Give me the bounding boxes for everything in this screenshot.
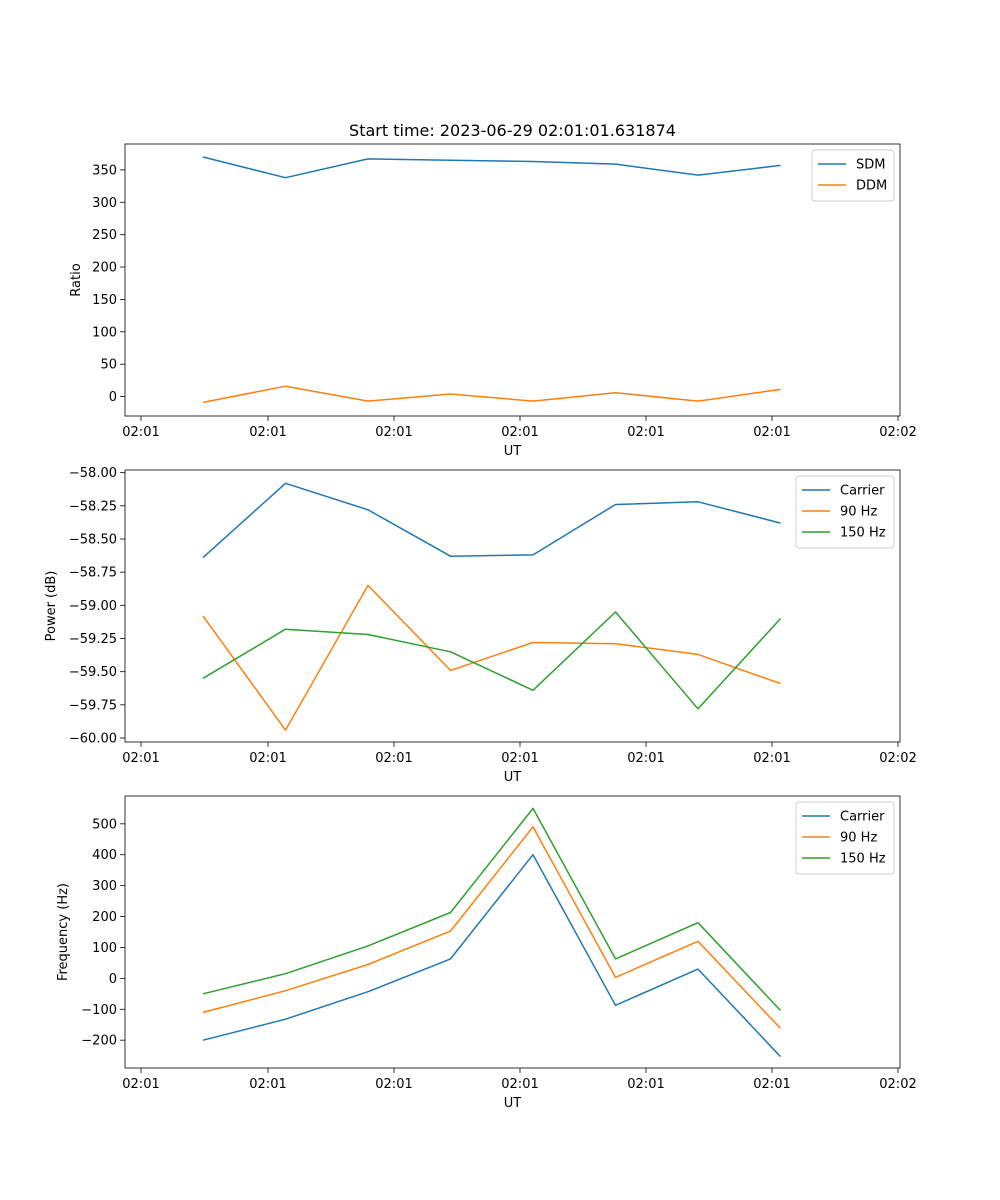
chart-1-y-tick-label-8: 350 (92, 163, 117, 178)
chart-1-x-tick-label-4: 02:01 (501, 425, 538, 440)
chart-3-series-line-1 (202, 853, 782, 1058)
chart-2-y-tick-label-7: −58.50 (69, 532, 117, 547)
chart-3-x-tick-label-2: 02:01 (249, 1077, 286, 1092)
chart-3-plot-area (125, 796, 900, 1068)
chart-2-x-tick-label-7: 02:02 (879, 751, 916, 766)
chart-2-y-tick-label-3: −59.50 (69, 665, 117, 680)
chart-2-x-tick-label-6: 02:01 (753, 751, 790, 766)
chart-1-y-tick-label-4: 150 (92, 293, 117, 308)
chart-3-y-tick-label-3: 0 (109, 972, 117, 987)
chart-1-y-tick-label-2: 50 (100, 358, 117, 373)
figure-title: Start time: 2023-06-29 02:01:01.631874 (349, 121, 676, 140)
chart-1-y-tick-label-6: 250 (92, 228, 117, 243)
chart-2-x-tick-label-2: 02:01 (249, 751, 286, 766)
chart-2-y-tick-label-8: −58.25 (69, 499, 117, 514)
chart-3-frame (124, 795, 901, 1069)
chart-2-series-line-2 (202, 584, 781, 731)
chart-1-x-axis-label: UT (504, 444, 522, 459)
chart-2-series-line-1 (202, 482, 781, 559)
chart-2-y-tick-label-9: −58.00 (69, 466, 117, 481)
chart-3-y-axis-label: Frequency (Hz) (56, 883, 71, 981)
chart-1-x-tick-label-3: 02:01 (375, 425, 412, 440)
chart-1-plot-area (125, 144, 900, 416)
chart-3-y-tick-label-5: 200 (92, 910, 117, 925)
chart-3-x-tick-label-4: 02:01 (501, 1077, 538, 1092)
chart-3-legend: Carrier 90 Hz 150 Hz (795, 801, 895, 875)
chart-1-legend-box (811, 149, 895, 202)
chart-3-y-tick-label-7: 400 (92, 848, 117, 863)
chart-1: 02:01 02:01 02:01 02:01 02:01 02:01 02:02 0 50 10… (69, 143, 917, 459)
chart-3-x-tick-label-3: 02:01 (375, 1077, 412, 1092)
chart-2-legend-label-2: 90 Hz (840, 505, 877, 520)
chart-1-x-tick-label-2: 02:01 (249, 425, 286, 440)
chart-2-x-tick-label-5: 02:01 (627, 751, 664, 766)
chart-3-y-tick-label-6: 300 (92, 879, 117, 894)
chart-3-series-line-3 (202, 807, 782, 1012)
chart-1-series-line-2 (202, 385, 781, 404)
chart-3-x-axis-label: UT (504, 1096, 522, 1111)
chart-3-legend-label-3: 150 Hz (840, 852, 886, 867)
chart-2-y-tick-label-5: −59.00 (69, 599, 117, 614)
chart-1-legend: SDM DDM (811, 149, 895, 202)
chart-3-x-tick-label-7: 02:02 (879, 1077, 916, 1092)
chart-3-legend-label-1: Carrier (840, 810, 885, 825)
chart-1-series-line-1 (202, 156, 781, 179)
chart-2-legend: Carrier 90 Hz 150 Hz (795, 475, 895, 549)
chart-3-x-tick-label-5: 02:01 (627, 1077, 664, 1092)
chart-1-legend-label-2: DDM (856, 179, 887, 194)
chart-1-frame (124, 143, 901, 417)
chart-1-y-tick-label-1: 0 (109, 390, 117, 405)
chart-3-y-tick-label-2: −100 (81, 1003, 117, 1018)
chart-2-plot-area (125, 470, 900, 742)
chart-2-y-tick-label-6: −58.75 (69, 566, 117, 581)
chart-2-x-tick-label-1: 02:01 (122, 751, 159, 766)
chart-1-x-tick-label-6: 02:01 (753, 425, 790, 440)
chart-2-legend-box (795, 475, 895, 549)
chart-1-x-tick-label-1: 02:01 (122, 425, 159, 440)
chart-1-y-tick-label-7: 300 (92, 196, 117, 211)
chart-2-y-tick-label-4: −59.25 (69, 632, 117, 647)
chart-1-x-tick-label-7: 02:02 (879, 425, 916, 440)
chart-3: 02:01 02:01 02:01 02:01 02:01 02:01 02:02 −200 −… (56, 795, 917, 1111)
chart-3-y-tick-label-8: 500 (92, 817, 117, 832)
chart-1-legend-label-1: SDM (856, 158, 885, 173)
chart-2-legend-label-1: Carrier (840, 484, 885, 499)
chart-3-series-line-2 (202, 826, 782, 1029)
chart-2-x-tick-label-3: 02:01 (375, 751, 412, 766)
chart-2-y-axis-label: Power (dB) (44, 571, 59, 642)
chart-2-legend-label-3: 150 Hz (840, 526, 886, 541)
chart-2-series-line-3 (202, 611, 782, 710)
chart-1-y-tick-label-3: 100 (92, 325, 117, 340)
chart-1-y-axis-label: Ratio (69, 263, 84, 296)
chart-2-x-axis-label: UT (504, 770, 522, 785)
chart-1-y-tick-label-5: 200 (92, 261, 117, 276)
chart-2-y-tick-label-1: −60.00 (69, 732, 117, 747)
chart-3-y-tick-label-4: 100 (92, 941, 117, 956)
chart-2-x-tick-label-4: 02:01 (501, 751, 538, 766)
chart-3-y-tick-label-1: −200 (81, 1034, 117, 1049)
chart-1-x-tick-label-5: 02:01 (627, 425, 664, 440)
chart-2-y-tick-label-2: −59.75 (69, 698, 117, 713)
chart-3-x-tick-label-6: 02:01 (753, 1077, 790, 1092)
chart-3-legend-box (795, 801, 895, 875)
chart-3-legend-label-2: 90 Hz (840, 831, 877, 846)
chart-2-frame (124, 469, 901, 743)
chart-2: 02:01 02:01 02:01 02:01 02:01 02:01 02:02 −60.0… (44, 466, 917, 785)
chart-3-x-tick-label-1: 02:01 (122, 1077, 159, 1092)
